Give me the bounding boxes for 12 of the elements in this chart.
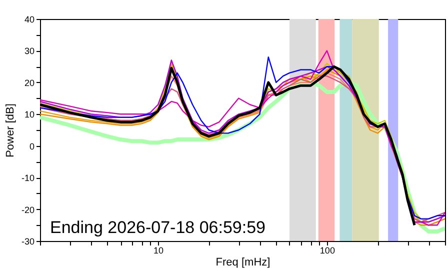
y-tick-label: 20 <box>24 78 34 88</box>
y-tick-label: -30 <box>21 236 34 246</box>
y-tick-label: 10 <box>24 110 34 120</box>
y-tick-label: 30 <box>24 46 34 56</box>
x-tick-label: 100 <box>320 246 335 256</box>
x-axis-title: Freq [mHz] <box>216 256 270 268</box>
y-tick-label: 0 <box>29 141 34 152</box>
y-tick-label: -20 <box>21 204 34 215</box>
y-tick-label: 40 <box>24 14 34 24</box>
y-tick-label: -10 <box>21 173 34 184</box>
y-axis-title: Power [dB] <box>4 104 16 158</box>
annotation: Ending 2026-07-18 06:59:59 <box>50 218 266 237</box>
